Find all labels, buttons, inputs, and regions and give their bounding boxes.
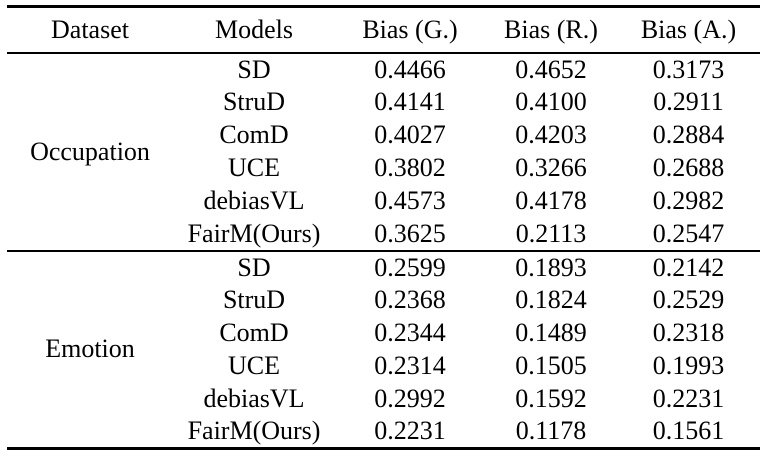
- model-name: SD: [237, 54, 271, 84]
- table-row-best: FairM(Ours) 0.2231 0.1178 0.1561: [7, 416, 760, 449]
- table-row: debiasVL 0.4573 0.4178 0.2982: [7, 185, 760, 218]
- col-header-bias-r: Bias (R.): [485, 6, 617, 54]
- bias-a-value: 0.2884: [652, 120, 725, 149]
- bias-r-value: 0.1893: [485, 249, 617, 284]
- bias-r-value: 0.1505: [515, 351, 587, 380]
- bias-r-value: 0.1824: [515, 285, 587, 314]
- bias-g-value: 0.4027: [374, 120, 446, 149]
- bias-g-value: 0.2231: [374, 416, 446, 446]
- model-name: UCE: [228, 351, 280, 380]
- bias-r-value: 0.2113: [515, 218, 587, 248]
- col-header-bias-g: Bias (G.): [335, 6, 485, 54]
- results-table: Dataset Models Bias (G.) Bias (R.) Bias …: [7, 5, 760, 450]
- bias-g-value: 0.2344: [374, 318, 446, 347]
- header-row: Dataset Models Bias (G.) Bias (R.) Bias …: [7, 6, 760, 54]
- model-name: ComD: [219, 120, 289, 149]
- col-header-models: Models: [173, 6, 335, 54]
- bias-r-value: 0.4652: [515, 54, 587, 84]
- table-row: UCE 0.2314 0.1505 0.1993: [7, 350, 760, 383]
- bias-g-value: 0.2599: [335, 249, 485, 284]
- bias-a-value: 0.1993: [652, 351, 725, 380]
- bias-r-value: 0.4100: [515, 87, 587, 116]
- bias-g-value: 0.4573: [374, 186, 446, 215]
- bias-a-value: 0.2318: [652, 318, 725, 347]
- table-row: UCE 0.3802 0.3266 0.2688: [7, 152, 760, 185]
- model-name: SD: [173, 249, 335, 284]
- bias-r-value: 0.4178: [515, 186, 587, 215]
- bias-r-value: 0.3266: [515, 153, 587, 182]
- bias-a-value: 0.1561: [652, 416, 725, 446]
- bias-r-value: 0.1178: [515, 416, 587, 446]
- model-name: FairM(Ours): [187, 218, 321, 248]
- col-header-bias-a: Bias (A.): [617, 6, 760, 54]
- table-row: ComD 0.2344 0.1489 0.2318: [7, 317, 760, 350]
- emotion-group: Emotion SD 0.2599 0.1893 0.2142 StruD 0.…: [7, 249, 760, 449]
- bias-a-value: 0.2688: [652, 153, 725, 182]
- table-row: Occupation SD 0.4466 0.4652 0.3173: [7, 53, 760, 164]
- occupation-group: Occupation SD 0.4466 0.4652 0.3173 StruD…: [7, 53, 760, 251]
- bias-g-value: 0.2368: [374, 285, 446, 314]
- bias-r-value: 0.1489: [515, 318, 587, 347]
- bias-a-value: 0.2982: [652, 186, 725, 215]
- table-row: StruD 0.4141 0.4100 0.2911: [7, 86, 760, 119]
- bias-r-value: 0.1592: [515, 384, 587, 413]
- bias-a-value: 0.2529: [652, 285, 725, 314]
- bias-a-value: 0.2911: [653, 87, 724, 116]
- model-name: debiasVL: [203, 186, 305, 215]
- bias-g-value: 0.3802: [374, 153, 446, 182]
- table-row: StruD 0.2368 0.1824 0.2529: [7, 284, 760, 317]
- bias-a-value: 0.3173: [652, 54, 725, 84]
- table-row: ComD 0.4027 0.4203 0.2884: [7, 119, 760, 152]
- model-name: FairM(Ours): [187, 416, 321, 446]
- bias-g-value: 0.3625: [374, 218, 446, 248]
- bias-a-value: 0.2231: [652, 384, 725, 413]
- bias-r-value: 0.4203: [515, 120, 587, 149]
- model-name: StruD: [222, 285, 286, 314]
- table-row-best: FairM(Ours) 0.3625 0.2113 0.2547: [7, 218, 760, 251]
- bias-a-value: 0.2142: [617, 249, 760, 284]
- model-name: debiasVL: [203, 384, 305, 413]
- col-header-dataset: Dataset: [7, 6, 173, 54]
- bias-a-value: 0.2547: [652, 218, 725, 248]
- table-row: debiasVL 0.2992 0.1592 0.2231: [7, 383, 760, 416]
- bias-g-value: 0.2314: [374, 351, 446, 380]
- model-name: UCE: [228, 153, 280, 182]
- table-row: Emotion SD 0.2599 0.1893 0.2142: [7, 249, 760, 449]
- model-name: StruD: [222, 87, 286, 116]
- dataset-label-occupation: Occupation: [30, 136, 150, 166]
- bias-g-value: 0.4141: [374, 87, 446, 116]
- bias-g-value: 0.4466: [374, 54, 446, 84]
- bias-g-value: 0.2992: [374, 384, 446, 413]
- dataset-label-emotion: Emotion: [7, 249, 173, 449]
- model-name: ComD: [219, 318, 289, 347]
